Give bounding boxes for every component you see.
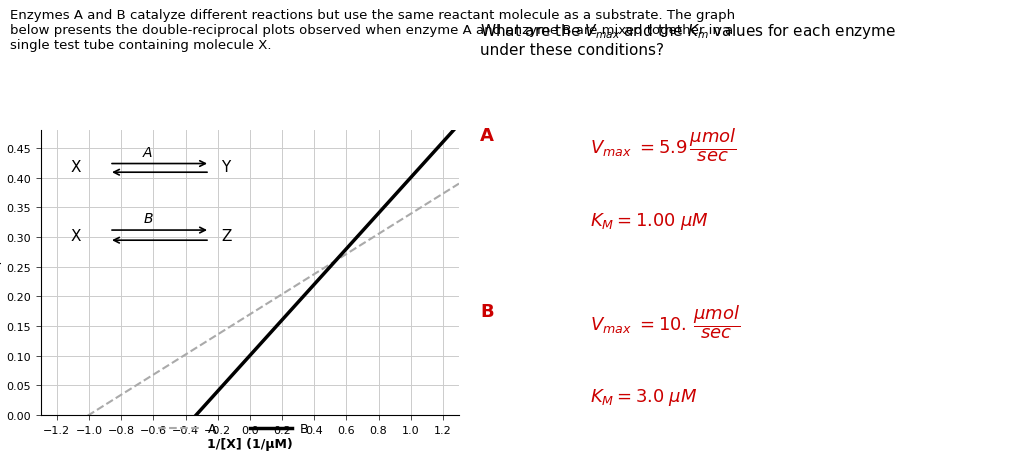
Text: B: B <box>143 212 153 226</box>
Text: A: A <box>208 422 216 435</box>
Text: A: A <box>480 126 493 144</box>
Text: A: A <box>143 146 153 160</box>
Text: Enzymes A and B catalyze different reactions but use the same reactant molecule : Enzymes A and B catalyze different react… <box>10 9 735 52</box>
Text: B: B <box>300 422 309 435</box>
Text: X: X <box>70 160 81 175</box>
Text: X: X <box>70 229 81 244</box>
Text: Z: Z <box>221 229 231 244</box>
Text: $V_{max}$ $= 5.9\,\dfrac{\mu mol}{sec}$: $V_{max}$ $= 5.9\,\dfrac{\mu mol}{sec}$ <box>590 126 737 164</box>
Text: What are the $V_{max}$ and the $K_m$ values for each enzyme
under these conditio: What are the $V_{max}$ and the $K_m$ val… <box>480 22 896 58</box>
Text: B: B <box>480 303 493 321</box>
Y-axis label: 1/v (sec/μmol): 1/v (sec/μmol) <box>0 228 2 318</box>
Text: $K_M = 3.0\;\mu M$: $K_M = 3.0\;\mu M$ <box>590 387 697 407</box>
Text: $V_{max}$ $= 10.\,\dfrac{\mu mol}{sec}$: $V_{max}$ $= 10.\,\dfrac{\mu mol}{sec}$ <box>590 303 740 340</box>
X-axis label: 1/[X] (1/μM): 1/[X] (1/μM) <box>207 437 292 451</box>
Text: Y: Y <box>221 160 230 175</box>
Text: $K_M = 1.00\;\mu M$: $K_M = 1.00\;\mu M$ <box>590 210 708 231</box>
